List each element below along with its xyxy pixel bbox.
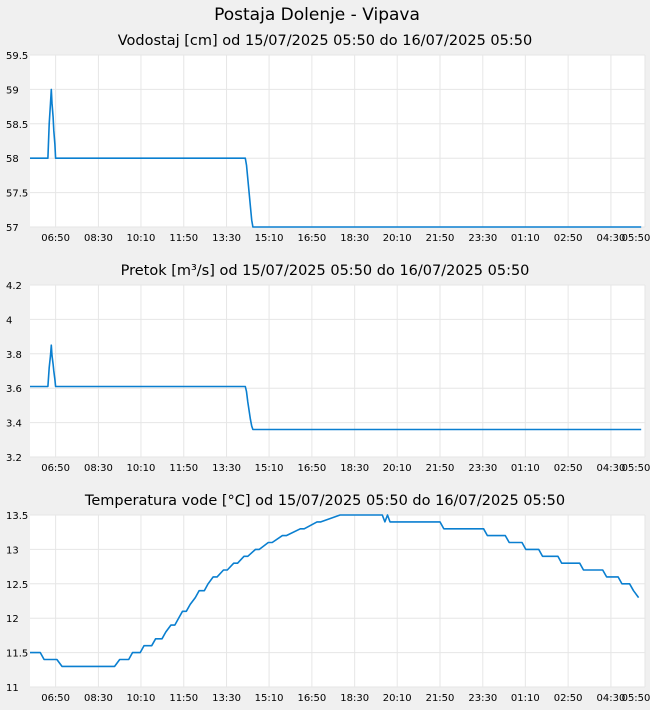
x-tick-label: 20:10: [383, 233, 412, 244]
y-tick-label: 59.5: [6, 51, 28, 62]
y-tick-label: 12.5: [6, 580, 28, 591]
y-tick-label: 4: [6, 315, 12, 326]
x-tick-label: 08:30: [84, 233, 113, 244]
x-tick-label: 21:50: [426, 693, 455, 704]
x-tick-label: 06:50: [41, 693, 70, 704]
x-tick-label: 11:50: [169, 693, 198, 704]
x-tick-label: 05:50: [622, 463, 650, 474]
x-tick-label: 06:50: [41, 463, 70, 474]
y-tick-label: 59: [6, 85, 19, 96]
y-tick-label: 3.8: [6, 350, 22, 361]
chart-title: Vodostaj [cm] od 15/07/2025 05:50 do 16/…: [118, 33, 532, 49]
x-tick-label: 13:30: [212, 693, 241, 704]
y-tick-label: 13: [6, 545, 19, 556]
x-tick-label: 04:30: [597, 463, 626, 474]
x-tick-label: 18:30: [340, 233, 369, 244]
y-tick-label: 58: [6, 154, 19, 165]
x-tick-label: 10:10: [127, 233, 156, 244]
series-line: [30, 344, 642, 431]
x-tick-label: 23:30: [468, 463, 497, 474]
chart-panel-2: Pretok [m³/s] od 15/07/2025 05:50 do 16/…: [6, 263, 650, 474]
y-tick-label: 12: [6, 614, 19, 625]
x-tick-label: 01:10: [511, 233, 540, 244]
x-tick-label: 04:30: [597, 233, 626, 244]
x-tick-label: 13:30: [212, 233, 241, 244]
x-tick-label: 15:10: [255, 463, 284, 474]
y-tick-label: 13.5: [6, 511, 28, 522]
series-line: [30, 88, 642, 228]
x-tick-label: 10:10: [127, 463, 156, 474]
x-tick-label: 20:10: [383, 463, 412, 474]
chart-title: Temperatura vode [°C] od 15/07/2025 05:5…: [84, 493, 565, 509]
chart-title: Pretok [m³/s] od 15/07/2025 05:50 do 16/…: [121, 263, 530, 279]
y-tick-label: 3.2: [6, 453, 22, 464]
x-tick-label: 05:50: [622, 693, 650, 704]
x-tick-label: 04:30: [597, 693, 626, 704]
x-tick-label: 11:50: [169, 463, 198, 474]
x-tick-label: 21:50: [426, 233, 455, 244]
chart-panel-3: Temperatura vode [°C] od 15/07/2025 05:5…: [6, 493, 650, 704]
x-tick-label: 08:30: [84, 693, 113, 704]
x-tick-label: 10:10: [127, 693, 156, 704]
x-tick-label: 06:50: [41, 233, 70, 244]
x-tick-label: 16:50: [297, 233, 326, 244]
x-tick-label: 16:50: [297, 463, 326, 474]
y-tick-label: 57.5: [6, 189, 28, 200]
y-tick-label: 11.5: [6, 649, 28, 660]
plot-area: [30, 285, 645, 457]
page-title: Postaja Dolenje - Vipava: [214, 5, 420, 25]
x-tick-label: 23:30: [468, 693, 497, 704]
x-tick-label: 23:30: [468, 233, 497, 244]
x-tick-label: 21:50: [426, 463, 455, 474]
x-tick-label: 05:50: [622, 233, 650, 244]
x-tick-label: 01:10: [511, 463, 540, 474]
y-tick-label: 4.2: [6, 281, 22, 292]
x-tick-label: 13:30: [212, 463, 241, 474]
x-tick-label: 11:50: [169, 233, 198, 244]
x-tick-label: 02:50: [554, 463, 583, 474]
chart-panel-1: Vodostaj [cm] od 15/07/2025 05:50 do 16/…: [6, 33, 650, 244]
x-tick-label: 20:10: [383, 693, 412, 704]
x-tick-label: 02:50: [554, 693, 583, 704]
x-tick-label: 15:10: [255, 233, 284, 244]
y-tick-label: 11: [6, 683, 19, 694]
plot-area: [30, 515, 645, 687]
x-tick-label: 16:50: [297, 693, 326, 704]
x-tick-label: 15:10: [255, 693, 284, 704]
x-tick-label: 18:30: [340, 463, 369, 474]
series-line: [30, 514, 640, 668]
y-tick-label: 3.6: [6, 384, 22, 395]
plot-area: [30, 55, 645, 227]
y-tick-label: 3.4: [6, 419, 22, 430]
y-tick-label: 58.5: [6, 120, 28, 131]
x-tick-label: 02:50: [554, 233, 583, 244]
x-tick-label: 18:30: [340, 693, 369, 704]
y-tick-label: 57: [6, 223, 19, 234]
x-tick-label: 08:30: [84, 463, 113, 474]
x-tick-label: 01:10: [511, 693, 540, 704]
